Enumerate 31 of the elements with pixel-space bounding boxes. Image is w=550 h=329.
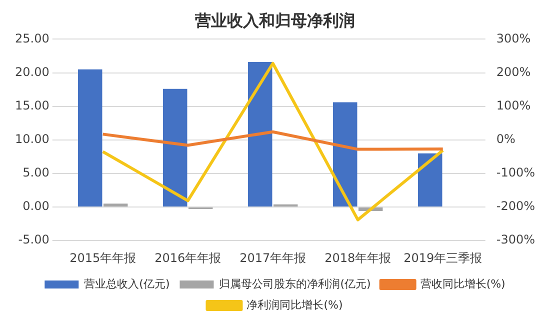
- x-tick-label: 2015年年报: [70, 250, 136, 265]
- x-tick-label: 2017年年报: [240, 250, 306, 265]
- legend-label: 营业总收入(亿元): [84, 277, 170, 290]
- bar: [248, 62, 272, 207]
- y2-tick-label: -100%: [496, 166, 536, 180]
- bar: [418, 153, 442, 207]
- bar: [103, 204, 128, 207]
- y2-tick-label: 0%: [496, 132, 516, 146]
- y2-tick-label: 200%: [496, 64, 531, 79]
- y-tick-label: 10.00: [14, 132, 50, 146]
- y-tick-label: 15.00: [14, 98, 50, 112]
- y-tick-label: 0.00: [22, 199, 50, 214]
- bar: [273, 204, 298, 207]
- x-tick-label: 2016年年报: [154, 250, 222, 265]
- x-tick-label: 2019年三季报: [404, 250, 482, 265]
- bar: [78, 69, 102, 207]
- y-tick-label: 5.00: [22, 166, 50, 180]
- legend-label: 营收同比增长(%): [420, 277, 506, 290]
- y2-tick-label: -300%: [496, 232, 536, 247]
- y2-tick-label: -200%: [496, 199, 536, 214]
- bar: [162, 88, 188, 207]
- legend-label: 净利润同比增长(%): [246, 298, 343, 312]
- bar: [333, 102, 358, 207]
- y2-tick-label: 300%: [496, 31, 531, 46]
- y-tick-label: 20.00: [14, 64, 50, 79]
- y-tick-label: -5.00: [18, 232, 50, 247]
- y2-tick-label: 100%: [496, 98, 531, 112]
- x-tick-label: 2018年年报: [324, 250, 392, 265]
- y-tick-label: 25.00: [14, 31, 50, 46]
- legend-label: 归属母公司股东的净利润(亿元): [219, 277, 371, 290]
- chart-title: 营业收入和归母净利润: [194, 10, 355, 30]
